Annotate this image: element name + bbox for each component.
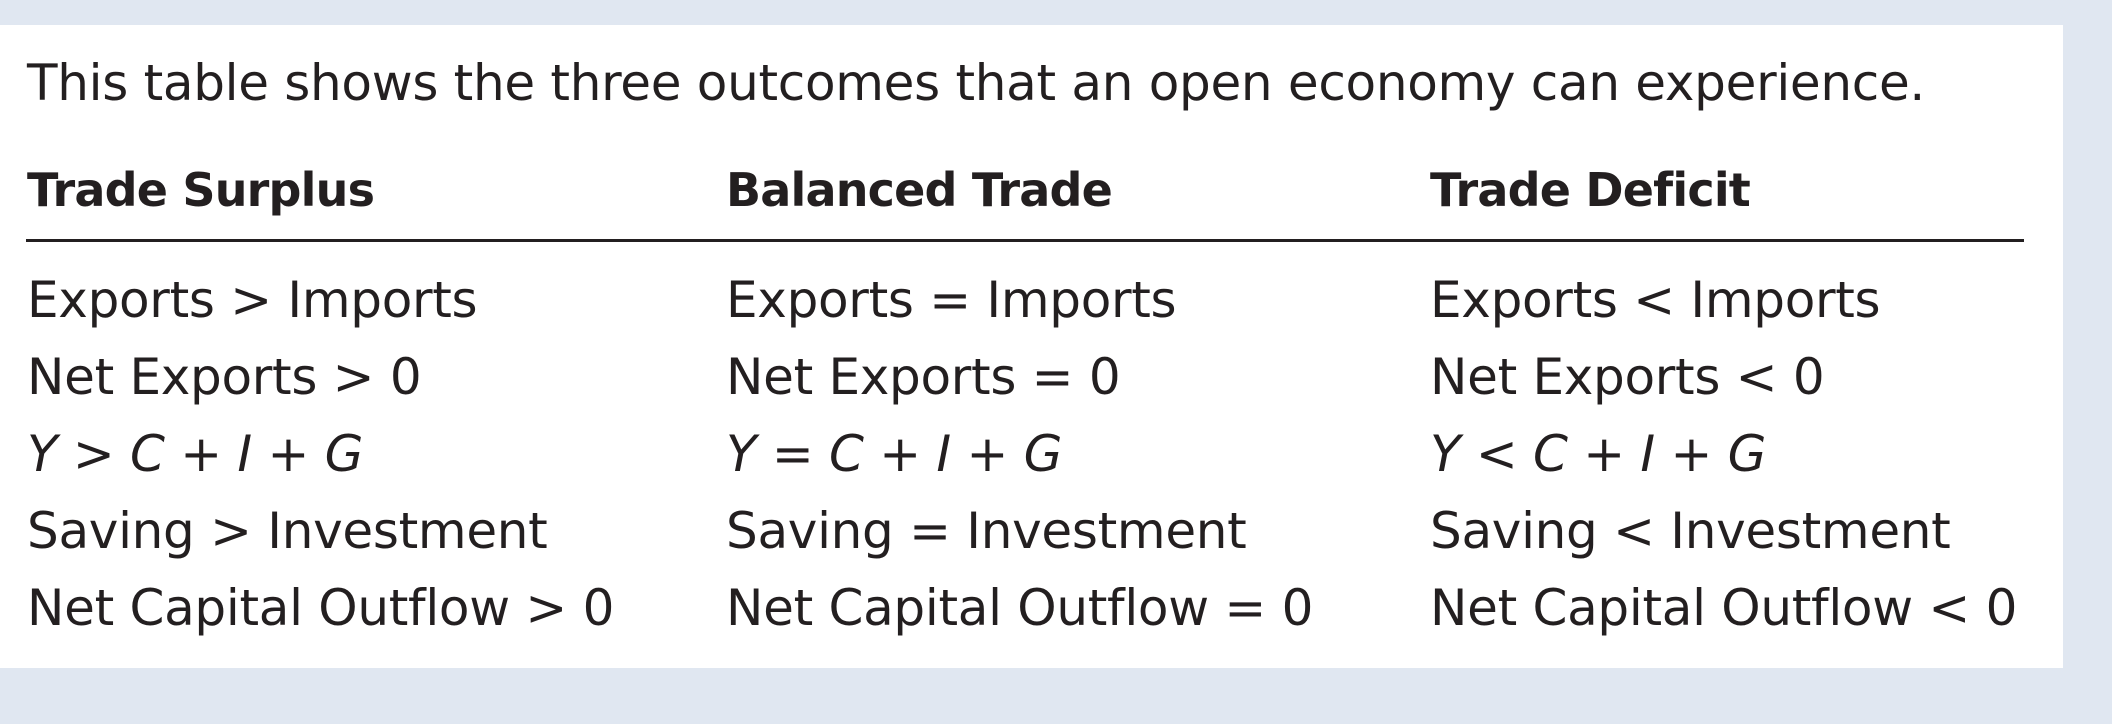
table-cell: Net Exports > 0	[27, 348, 422, 406]
header-trade-deficit: Trade Deficit	[1430, 163, 1751, 217]
table-caption: This table shows the three outcomes that…	[27, 54, 1926, 112]
table-cell: Saving = Investment	[726, 502, 1247, 560]
header-trade-surplus: Trade Surplus	[27, 163, 375, 217]
table-card	[0, 25, 2063, 668]
column-balanced-trade: Exports = Imports Net Exports = 0 Y = C …	[726, 275, 1313, 660]
table-cell: Saving < Investment	[1430, 502, 1951, 560]
table-cell: Net Capital Outflow < 0	[1430, 579, 2018, 637]
table-cell: Y < C + I + G	[1430, 425, 1767, 483]
table-cell: Y > C + I + G	[27, 425, 364, 483]
table-cell: Exports = Imports	[726, 271, 1177, 329]
table-cell: Y = C + I + G	[726, 425, 1063, 483]
table-cell: Net Exports < 0	[1430, 348, 1825, 406]
table-cell: Saving > Investment	[27, 502, 548, 560]
header-balanced-trade: Balanced Trade	[726, 163, 1113, 217]
table-cell: Exports > Imports	[27, 271, 478, 329]
column-trade-deficit: Exports < Imports Net Exports < 0 Y < C …	[1430, 275, 2017, 660]
table-cell: Net Capital Outflow = 0	[726, 579, 1314, 637]
table-cell: Net Capital Outflow > 0	[27, 579, 615, 637]
table-cell: Net Exports = 0	[726, 348, 1121, 406]
header-divider	[26, 239, 2024, 242]
column-trade-surplus: Exports > Imports Net Exports > 0 Y > C …	[27, 275, 614, 660]
table-cell: Exports < Imports	[1430, 271, 1881, 329]
